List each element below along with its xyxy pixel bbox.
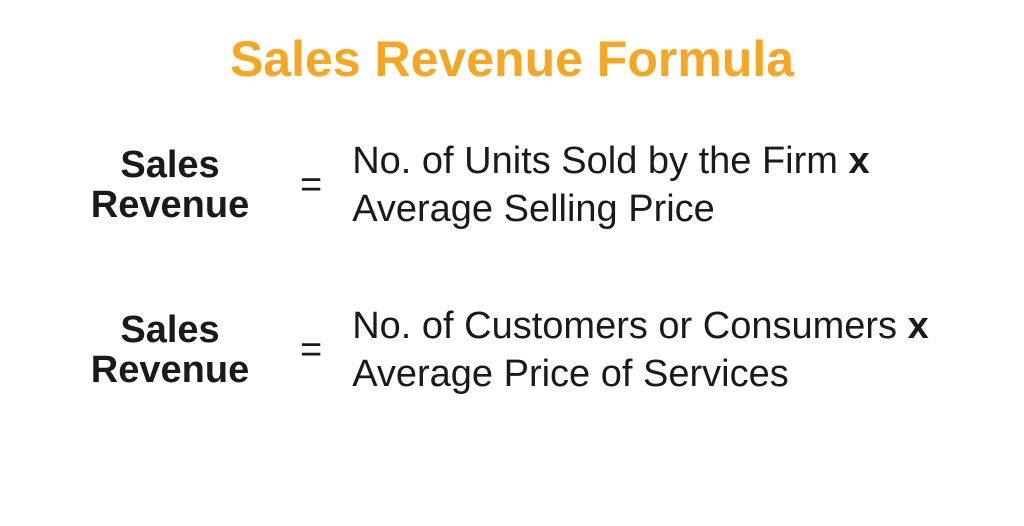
rhs-text: No. of Units Sold by the Firm bbox=[352, 140, 848, 182]
formula-row-2: Sales Revenue = No. of Customers or Cons… bbox=[50, 303, 974, 398]
rhs-line-2: Average Price of Services bbox=[352, 351, 929, 399]
label-line-1: Sales bbox=[120, 311, 219, 351]
rhs-text: No. of Customers or Consumers bbox=[352, 305, 907, 347]
formula-row-1: Sales Revenue = No. of Units Sold by the… bbox=[50, 138, 974, 233]
formula-rhs: No. of Customers or Consumers x Average … bbox=[352, 303, 929, 398]
rhs-line-1: No. of Units Sold by the Firm x bbox=[352, 138, 869, 186]
rhs-line-1: No. of Customers or Consumers x bbox=[352, 303, 929, 351]
formula-label: Sales Revenue bbox=[70, 146, 270, 226]
multiply-sign: x bbox=[849, 140, 870, 182]
label-line-1: Sales bbox=[120, 146, 219, 186]
label-line-2: Revenue bbox=[91, 186, 249, 226]
equals-sign: = bbox=[300, 164, 322, 207]
label-line-2: Revenue bbox=[91, 351, 249, 391]
equals-sign: = bbox=[300, 329, 322, 372]
formula-label: Sales Revenue bbox=[70, 311, 270, 391]
page-title: Sales Revenue Formula bbox=[50, 30, 974, 88]
multiply-sign: x bbox=[908, 305, 929, 347]
rhs-line-2: Average Selling Price bbox=[352, 186, 869, 234]
formula-rhs: No. of Units Sold by the Firm x Average … bbox=[352, 138, 869, 233]
